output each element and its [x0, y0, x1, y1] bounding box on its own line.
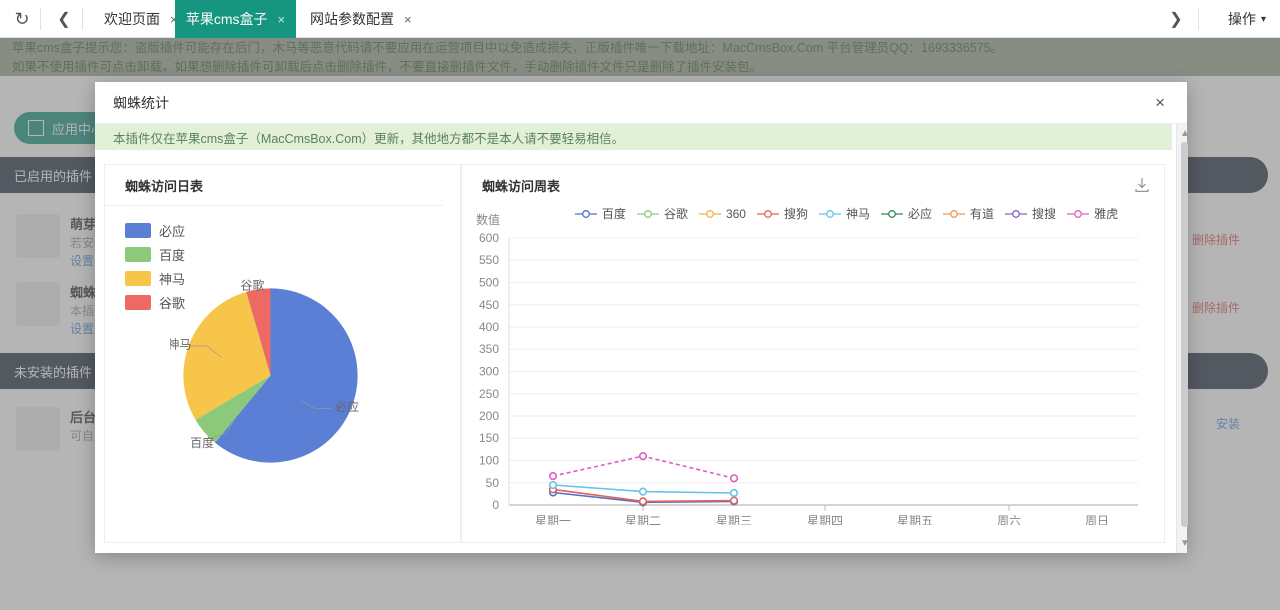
svg-text:450: 450	[479, 298, 499, 312]
svg-text:200: 200	[479, 409, 499, 423]
svg-text:0: 0	[492, 498, 499, 512]
svg-text:必应: 必应	[335, 399, 359, 414]
svg-text:神马: 神马	[170, 338, 191, 352]
svg-text:150: 150	[479, 431, 499, 445]
svg-text:600: 600	[479, 231, 499, 245]
svg-text:星期五: 星期五	[897, 514, 933, 525]
svg-text:星期三: 星期三	[716, 514, 752, 525]
svg-text:100: 100	[479, 454, 499, 468]
svg-text:谷歌: 谷歌	[240, 278, 264, 293]
svg-text:50: 50	[486, 476, 500, 490]
svg-text:300: 300	[479, 365, 499, 379]
svg-text:550: 550	[479, 253, 499, 267]
svg-text:星期二: 星期二	[625, 514, 661, 525]
svg-text:周六: 周六	[997, 514, 1021, 525]
svg-text:周日: 周日	[1085, 514, 1109, 525]
svg-text:星期四: 星期四	[807, 514, 843, 525]
svg-text:百度: 百度	[190, 435, 214, 450]
svg-text:星期一: 星期一	[535, 514, 571, 525]
svg-text:400: 400	[479, 320, 499, 334]
svg-text:350: 350	[479, 342, 499, 356]
svg-text:500: 500	[479, 276, 499, 290]
svg-text:250: 250	[479, 387, 499, 401]
